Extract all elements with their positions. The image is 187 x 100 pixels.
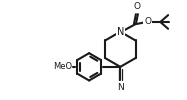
Text: MeO: MeO: [53, 62, 73, 71]
Text: O: O: [144, 18, 151, 26]
Text: O: O: [133, 2, 140, 11]
Text: N: N: [117, 83, 124, 92]
Text: N: N: [117, 27, 124, 37]
